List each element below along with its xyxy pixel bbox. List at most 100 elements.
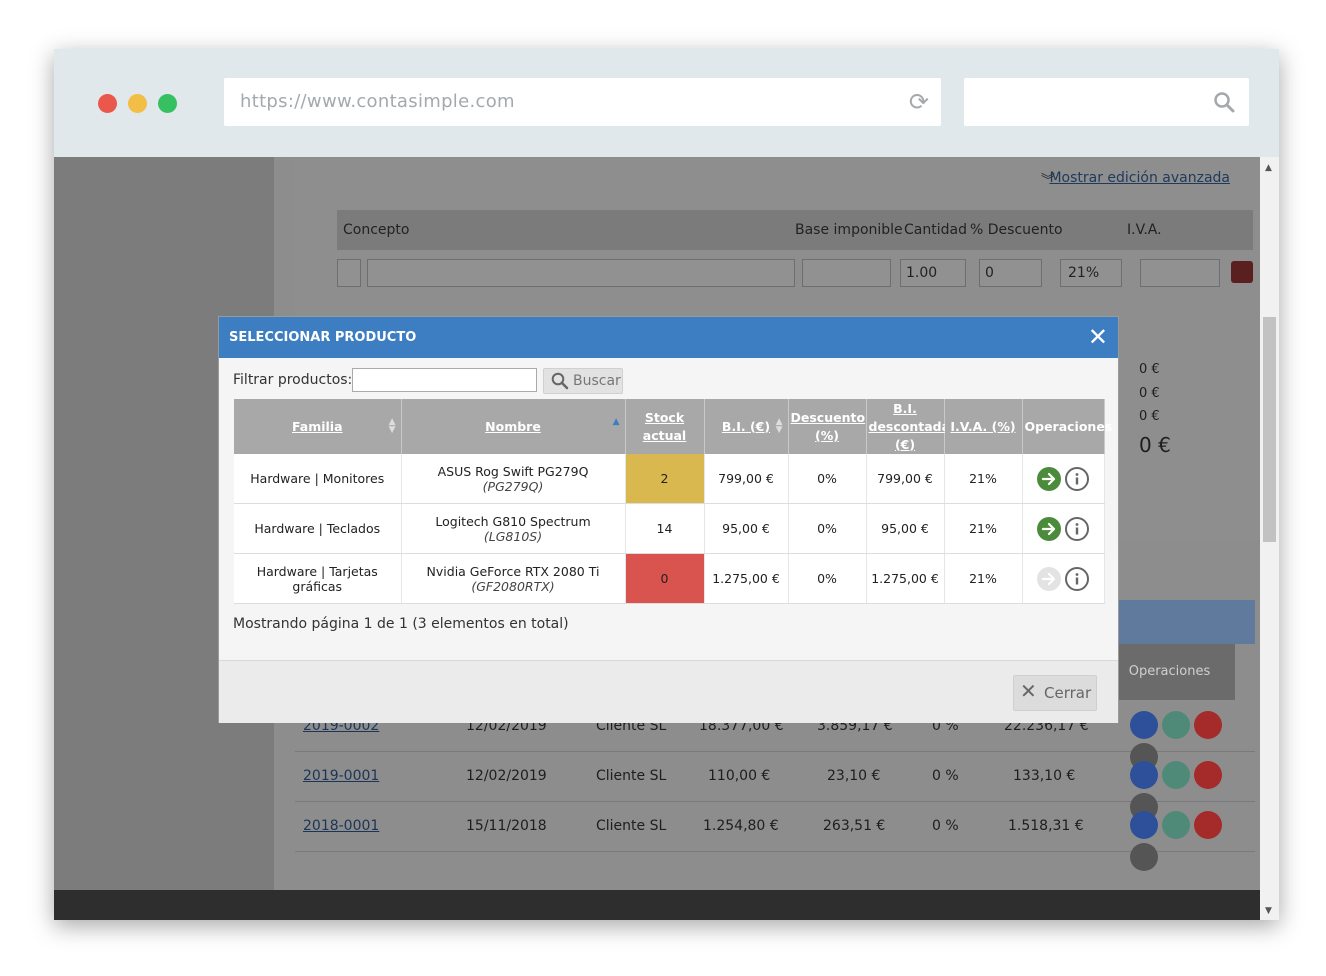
col-stock[interactable]: Stock actual [625, 399, 705, 454]
col-bi-label: B.I. (€) [721, 418, 771, 434]
iva-amount-input[interactable] [1140, 259, 1220, 287]
col-bi-descontada[interactable]: B.I. descontada (€) [866, 399, 950, 454]
close-button-label: Cerrar [1044, 684, 1092, 702]
product-name: Nvidia GeForce RTX 2080 Ti [426, 563, 600, 579]
cell-stock: 2 [625, 454, 705, 504]
total-line-2: 0 € [1139, 386, 1160, 401]
product-name: Logitech G810 Spectrum [435, 513, 591, 529]
browser-search-field[interactable] [964, 78, 1249, 126]
close-window-button[interactable] [98, 94, 117, 113]
attach-icon[interactable] [1130, 711, 1158, 739]
invoice-client: Cliente SL [596, 768, 667, 784]
search-button-label: Buscar [573, 373, 621, 389]
cell-operaciones [1022, 503, 1105, 554]
col-iva[interactable]: I.V.A. (%) [944, 399, 1023, 454]
close-icon[interactable]: ✕ [1087, 323, 1108, 351]
table-row: 2018-0001 15/11/2018 Cliente SL 1.254,80… [295, 801, 1255, 871]
total-line-1: 0 € [1139, 362, 1160, 377]
concepto-label: Concepto [343, 222, 410, 238]
filter-input[interactable] [352, 368, 537, 392]
cantidad-input[interactable]: 1.00 [900, 259, 966, 287]
col-nombre[interactable]: Nombre ▲ [401, 399, 626, 454]
info-icon[interactable] [1065, 566, 1089, 591]
sort-asc-icon: ▲ [612, 417, 620, 427]
search-icon[interactable] [1213, 91, 1235, 117]
trash-icon[interactable] [1231, 261, 1253, 283]
scroll-down-icon[interactable]: ▼ [1265, 906, 1272, 916]
cantidad-label: Cantidad [904, 222, 967, 238]
cell-familia: Hardware | Tarjetas gráficas [234, 553, 402, 604]
url-text: https://www.contasimple.com [240, 91, 515, 112]
page-scrollbar[interactable]: ▲ ▼ [1260, 157, 1279, 920]
col-bi[interactable]: B.I. (€) ▲ ▼ [704, 399, 789, 454]
search-icon [551, 372, 569, 390]
invoice-link[interactable]: 2018-0001 [303, 818, 380, 834]
col-nombre-label: Nombre [485, 418, 541, 434]
invoice-client: Cliente SL [596, 818, 667, 834]
minimize-window-button[interactable] [128, 94, 147, 113]
cell-bi: 1.275,00 € [704, 553, 789, 604]
product-table: Familia ▲ ▼ Nombre ▲ Stock actual B.I. (€) ▲… [234, 399, 1112, 604]
chevron-down-icon[interactable] [1130, 843, 1158, 871]
arrow-right-icon[interactable] [1037, 516, 1061, 541]
sort-icon: ▲ ▼ [775, 417, 783, 435]
invoice-date: 15/11/2018 [466, 818, 547, 834]
descuento-label: % Descuento [970, 222, 1063, 238]
iva-value: 21% [1068, 265, 1100, 281]
close-button[interactable]: ✕ Cerrar [1013, 675, 1097, 711]
table-row: Hardware | Monitores ASUS Rog Swift PG27… [234, 454, 1105, 504]
cell-nombre: ASUS Rog Swift PG279Q (PG279Q) [401, 454, 626, 504]
col-familia[interactable]: Familia ▲ ▼ [234, 399, 402, 454]
total-grand: 0 € [1139, 433, 1171, 457]
maximize-window-button[interactable] [158, 94, 177, 113]
browser-toolbar: https://www.contasimple.com ⟳ [54, 49, 1279, 157]
col-bi-descontada-label: B.I. descontada (€) [868, 400, 951, 452]
pdf-icon[interactable] [1194, 761, 1222, 789]
search-button[interactable]: Buscar [543, 368, 623, 394]
total-line-3: 0 € [1139, 409, 1160, 424]
pdf-icon[interactable] [1194, 711, 1222, 739]
cell-descuento: 0% [788, 454, 867, 504]
cell-nombre: Nvidia GeForce RTX 2080 Ti (GF2080RTX) [401, 553, 626, 604]
info-icon[interactable] [1065, 516, 1089, 541]
invoice-iva: 23,10 € [827, 768, 881, 784]
cell-bi-descontada: 95,00 € [866, 503, 945, 554]
select-product-icon[interactable] [337, 259, 361, 287]
copy-icon[interactable] [1162, 711, 1190, 739]
cell-iva: 21% [944, 553, 1023, 604]
concepto-input[interactable] [367, 259, 795, 287]
dialog-header: SELECCIONAR PRODUCTO ✕ [219, 317, 1118, 358]
descuento-input[interactable]: 0 [979, 259, 1042, 287]
copy-icon[interactable] [1162, 811, 1190, 839]
invoice-base: 110,00 € [708, 768, 771, 784]
close-icon: ✕ [1020, 679, 1037, 703]
cell-nombre: Logitech G810 Spectrum (LG810S) [401, 503, 626, 554]
cell-familia: Hardware | Teclados [234, 503, 402, 554]
row-operations [1130, 811, 1255, 875]
col-descuento[interactable]: Descuento (%) [788, 399, 867, 454]
base-input[interactable] [802, 259, 891, 287]
product-name: ASUS Rog Swift PG279Q [437, 463, 589, 479]
table-row: Hardware | Tarjetas gráficas Nvidia GeFo… [234, 553, 1105, 604]
info-icon[interactable] [1065, 466, 1089, 491]
scroll-up-icon[interactable]: ▲ [1265, 163, 1272, 173]
address-bar[interactable]: https://www.contasimple.com ⟳ [224, 78, 941, 126]
iva-select[interactable]: 21% [1060, 259, 1122, 287]
double-chevron-down-icon[interactable]: ︾ [1041, 173, 1055, 189]
copy-icon[interactable] [1162, 761, 1190, 789]
scrollbar-thumb[interactable] [1263, 317, 1276, 542]
pdf-icon[interactable] [1194, 811, 1222, 839]
cell-operaciones [1022, 553, 1105, 604]
base-label: Base imponible [795, 222, 903, 238]
advanced-edit-link[interactable]: Mostrar edición avanzada [1049, 170, 1230, 186]
col-operaciones-label: Operaciones [1024, 418, 1113, 434]
attach-icon[interactable] [1130, 811, 1158, 839]
reload-icon[interactable]: ⟳ [908, 88, 929, 116]
invoice-date: 12/02/2019 [466, 768, 547, 784]
descuento-value: 0 [985, 265, 994, 281]
invoice-link[interactable]: 2019-0001 [303, 768, 380, 784]
invoice-total: 1.518,31 € [1008, 818, 1084, 834]
attach-icon[interactable] [1130, 761, 1158, 789]
col-operaciones: Operaciones [1022, 399, 1112, 454]
arrow-right-icon[interactable] [1037, 466, 1061, 491]
